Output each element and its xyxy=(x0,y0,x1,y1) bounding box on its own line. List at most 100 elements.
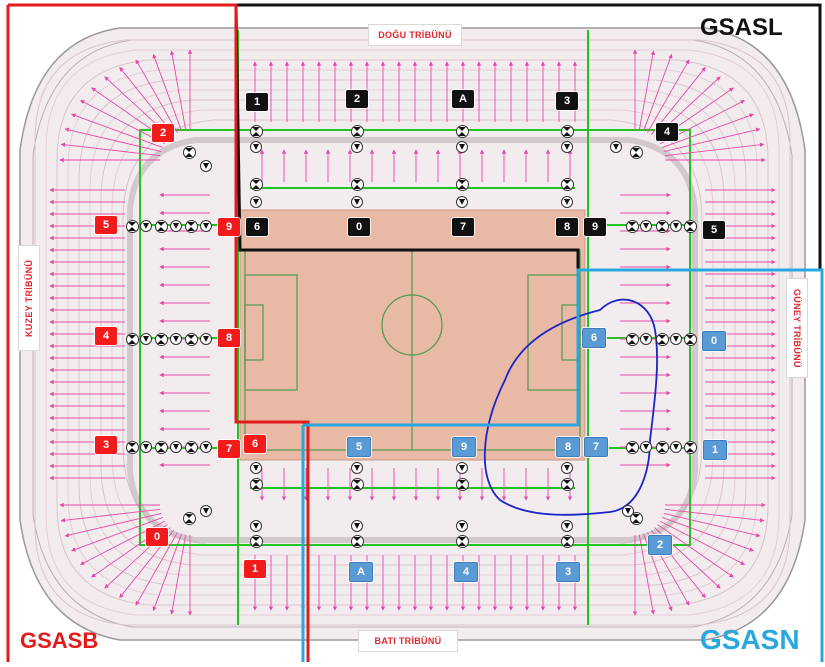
turnstile-icon xyxy=(183,146,196,159)
east-stand-label: GÜNEY TRİBÜNÜ xyxy=(786,278,808,378)
filter-icon xyxy=(561,141,573,153)
flow-arrow xyxy=(60,142,161,157)
filter-icon xyxy=(561,462,573,474)
flow-arrow xyxy=(79,100,165,145)
south-stand-label: BATI TRİBÜNÜ xyxy=(358,630,458,652)
gate-marker-red: 8 xyxy=(218,329,240,347)
turnstile-icon xyxy=(250,125,263,138)
turnstile-icon xyxy=(561,178,574,191)
filter-icon xyxy=(456,196,468,208)
turnstile-icon xyxy=(351,535,364,548)
filter-icon xyxy=(200,220,212,232)
turnstile-icon xyxy=(684,220,697,233)
flow-arrow xyxy=(60,508,161,523)
turnstile-icon xyxy=(155,441,168,454)
turnstile-icon xyxy=(456,125,469,138)
turnstile-icon xyxy=(630,512,643,525)
turnstile-icon xyxy=(626,220,639,233)
turnstile-icon xyxy=(351,178,364,191)
gate-marker-red: 5 xyxy=(95,216,117,234)
seating-tier xyxy=(111,109,714,556)
gate-marker-black: 4 xyxy=(656,123,678,141)
gate-marker-red: 6 xyxy=(244,435,266,453)
gate-marker-black: 6 xyxy=(246,218,268,236)
turnstile-icon xyxy=(126,441,139,454)
gate-marker-black: 2 xyxy=(346,90,368,108)
zone-label-gsasn: GSASN xyxy=(700,624,800,655)
gate-marker-red: 4 xyxy=(95,327,117,345)
gate-marker-blue: 2 xyxy=(648,535,672,555)
turnstile-icon xyxy=(561,535,574,548)
turnstile-icon xyxy=(250,535,263,548)
gate-marker-blue: 4 xyxy=(454,562,478,582)
turnstile-icon xyxy=(183,512,196,525)
gate-marker-black: 5 xyxy=(703,221,725,239)
north-stand-label: DOĞU TRİBÜNÜ xyxy=(368,24,462,46)
filter-icon xyxy=(456,462,468,474)
gate-marker-black: 1 xyxy=(246,93,268,111)
gsasb-boundary xyxy=(8,3,310,662)
gate-marker-blue: A xyxy=(349,562,373,582)
filter-icon xyxy=(351,196,363,208)
filter-icon xyxy=(670,220,682,232)
turnstile-icon xyxy=(351,125,364,138)
flow-arrow xyxy=(662,517,754,552)
flow-arrow xyxy=(135,532,178,606)
filter-icon xyxy=(640,441,652,453)
filter-icon xyxy=(561,520,573,532)
filter-icon xyxy=(640,220,652,232)
turnstile-icon xyxy=(126,220,139,233)
flow-arrow xyxy=(663,513,761,538)
zone-label-gsasl: GSASL xyxy=(700,14,783,41)
flow-arrow xyxy=(64,513,162,538)
filter-icon xyxy=(351,462,363,474)
turnstile-icon xyxy=(250,478,263,491)
flow-arrow xyxy=(663,127,761,152)
stadium-outer-ring-inner xyxy=(32,39,793,628)
flow-arrow xyxy=(660,520,746,565)
turnstile-icon xyxy=(185,333,198,346)
gate-marker-blue: 5 xyxy=(347,437,371,457)
flow-arrow xyxy=(664,508,765,523)
turnstile-icon xyxy=(456,178,469,191)
gate-marker-blue: 0 xyxy=(702,331,726,351)
hand-drawn-route xyxy=(483,298,658,516)
gate-marker-blue: 7 xyxy=(584,437,608,457)
gate-marker-blue: 6 xyxy=(582,328,606,348)
gate-marker-red: 0 xyxy=(146,528,168,546)
turnstile-icon xyxy=(250,178,263,191)
gate-marker-blue: 3 xyxy=(556,562,580,582)
gate-marker-black: 8 xyxy=(556,218,578,236)
filter-icon xyxy=(670,441,682,453)
filter-icon xyxy=(140,441,152,453)
flow-arrow xyxy=(664,142,765,157)
filter-icon xyxy=(250,520,262,532)
turnstile-icon xyxy=(456,535,469,548)
gate-marker-red: 1 xyxy=(244,560,266,578)
turnstile-icon xyxy=(626,333,639,346)
filter-icon xyxy=(170,220,182,232)
gate-marker-blue: 9 xyxy=(452,437,476,457)
seating-tier xyxy=(45,49,780,616)
filter-icon xyxy=(456,520,468,532)
filter-icon xyxy=(200,333,212,345)
flow-arrow xyxy=(647,59,690,133)
turnstile-icon xyxy=(630,146,643,159)
flow-arrow xyxy=(152,533,182,612)
seating-tier xyxy=(67,69,758,596)
turnstile-icon xyxy=(155,333,168,346)
filter-icon xyxy=(200,441,212,453)
turnstile-icon xyxy=(626,441,639,454)
flow-arrow xyxy=(662,113,754,148)
filter-icon xyxy=(200,505,212,517)
flow-arrow xyxy=(643,53,673,132)
turnstile-icon xyxy=(561,125,574,138)
filter-icon xyxy=(140,220,152,232)
gate-marker-blue: 8 xyxy=(556,437,580,457)
filter-icon xyxy=(351,520,363,532)
gate-marker-red: 3 xyxy=(95,436,117,454)
gate-marker-black: A xyxy=(452,90,474,108)
west-stand-label: KUZEY TRİBÜNÜ xyxy=(18,245,40,351)
